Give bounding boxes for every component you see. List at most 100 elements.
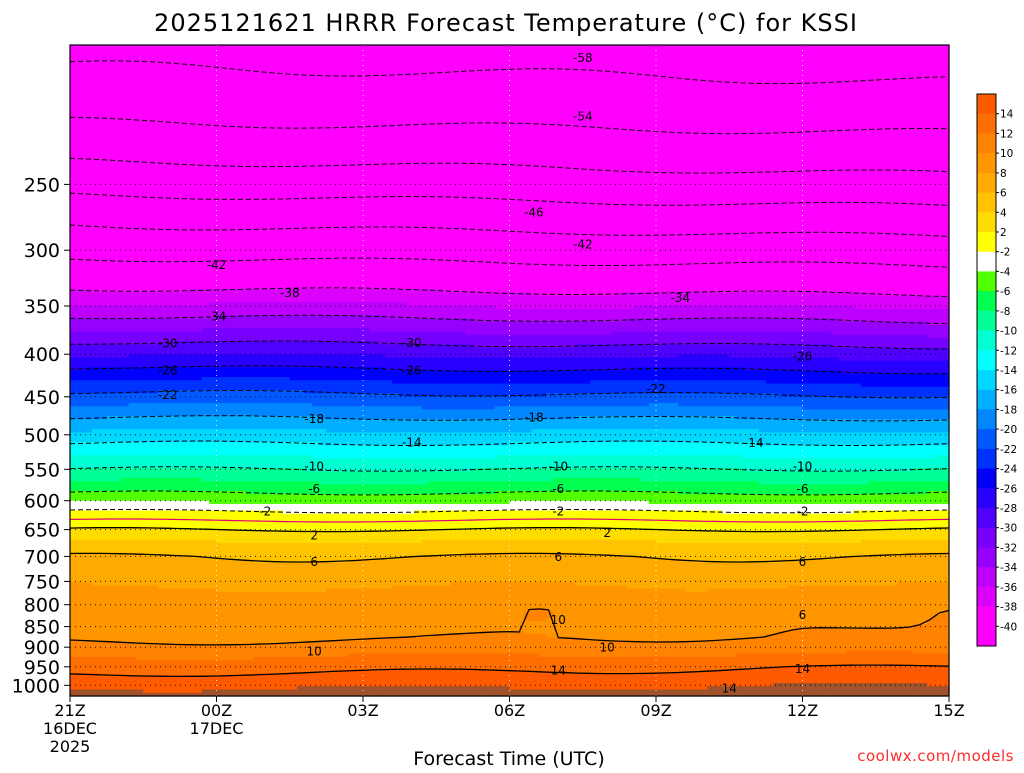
field-cell (77, 282, 86, 287)
field-cell (209, 178, 218, 183)
field-cell (70, 399, 78, 404)
field-cell (121, 448, 130, 453)
field-cell (99, 403, 108, 407)
field-cell (113, 565, 122, 570)
field-cell (135, 513, 144, 518)
field-cell (77, 197, 86, 202)
field-cell (187, 292, 196, 297)
field-cell (143, 464, 152, 469)
field-cell (84, 211, 93, 215)
field-cell (91, 272, 100, 277)
field-cell (157, 650, 166, 655)
field-cell (91, 510, 100, 515)
field-cell (135, 383, 144, 388)
field-cell (121, 656, 130, 661)
field-cell (77, 533, 86, 538)
field-cell (135, 243, 144, 248)
field-cell (128, 149, 137, 154)
field-cell (179, 569, 188, 573)
field-cell (84, 74, 93, 79)
field-cell (194, 516, 203, 521)
field-cell (113, 116, 122, 121)
field-cell (106, 227, 115, 232)
field-cell (201, 71, 210, 75)
field-cell (165, 582, 174, 586)
field-cell (143, 363, 152, 368)
field-cell (135, 250, 144, 254)
field-cell (165, 386, 174, 391)
field-cell (194, 556, 203, 560)
field-cell (128, 386, 137, 391)
field-cell (194, 217, 203, 222)
field-cell (150, 178, 159, 183)
field-cell (143, 458, 152, 463)
field-cell (187, 533, 196, 538)
field-cell (165, 435, 174, 440)
field-cell (70, 627, 78, 632)
field-cell (70, 562, 78, 567)
field-cell (91, 377, 100, 381)
field-cell (209, 139, 218, 144)
field-cell (157, 126, 166, 131)
field-cell (201, 552, 210, 557)
field-cell (128, 184, 137, 189)
field-cell (150, 630, 159, 635)
field-cell (201, 367, 210, 372)
field-cell (201, 253, 210, 258)
field-cell (201, 562, 210, 567)
field-cell (201, 302, 210, 306)
field-cell (143, 360, 152, 365)
field-cell (70, 656, 78, 661)
field-cell (70, 438, 78, 443)
field-cell (165, 220, 174, 225)
field-cell (179, 487, 188, 492)
field-cell (172, 48, 181, 53)
field-cell (201, 455, 210, 459)
field-cell (99, 650, 108, 655)
field-cell (165, 422, 174, 427)
field-cell (128, 227, 137, 232)
field-cell (106, 686, 115, 691)
field-cell (143, 367, 152, 372)
field-cell (143, 298, 152, 303)
field-cell (99, 54, 108, 59)
field-cell (121, 582, 130, 586)
field-cell (143, 181, 152, 186)
field-cell (99, 660, 108, 665)
field-cell (70, 650, 78, 655)
field-cell (113, 679, 122, 684)
field-cell (121, 90, 130, 95)
field-cell (99, 84, 108, 88)
field-cell (84, 54, 93, 59)
field-cell (179, 77, 188, 82)
field-cell (135, 569, 144, 573)
field-cell (179, 139, 188, 144)
field-cell (106, 123, 115, 127)
field-cell (70, 227, 78, 232)
field-cell (113, 477, 122, 482)
field-cell (165, 142, 174, 147)
field-cell (157, 253, 166, 258)
field-cell (106, 321, 115, 326)
field-cell (150, 77, 159, 82)
field-cell (150, 611, 159, 616)
field-cell (172, 611, 181, 616)
field-cell (172, 315, 181, 320)
field-cell (201, 289, 210, 293)
field-cell (172, 142, 181, 147)
field-cell (172, 357, 181, 362)
field-cell (113, 204, 122, 209)
field-cell (99, 575, 108, 580)
field-cell (99, 393, 108, 398)
field-cell (157, 575, 166, 580)
field-cell (135, 406, 144, 411)
field-cell (143, 106, 152, 111)
field-cell (128, 624, 137, 629)
field-cell (172, 224, 181, 228)
field-cell (99, 240, 108, 245)
field-cell (165, 269, 174, 274)
field-cell (121, 256, 130, 261)
field-cell (150, 344, 159, 349)
field-cell (165, 331, 174, 336)
field-cell (201, 207, 210, 212)
